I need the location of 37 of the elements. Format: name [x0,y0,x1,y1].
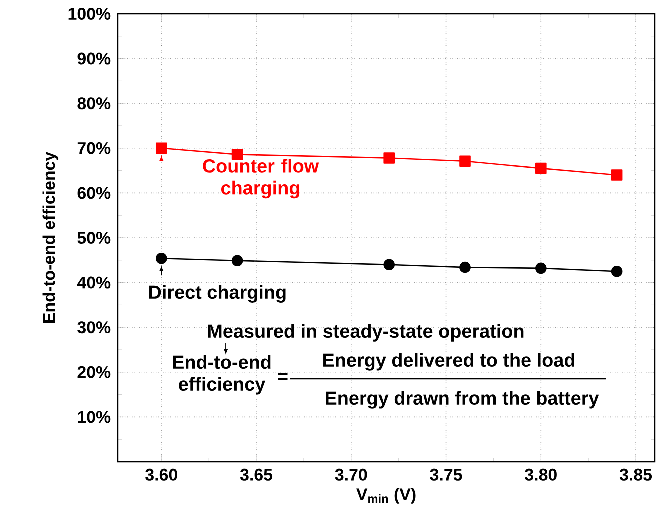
point [536,162,547,174]
annotation: Energy drawn from the battery [326,391,600,409]
annotation: End-to-end efficiency [173,355,271,395]
y-axis-title: End-to-end efficiency [42,152,59,323]
series-label: Direct charging [150,285,286,303]
point [611,266,623,278]
point [611,170,623,181]
point [156,252,168,264]
point [384,259,395,271]
annotation: = [278,373,288,380]
point [536,262,547,274]
x-axis-title: V$_{min}$ (V) [356,488,416,504]
y-tick-label: 40% [77,276,111,289]
y-tick-label: 10% [78,411,111,424]
y-tick-label: 50% [78,232,111,244]
point [384,152,395,164]
point [232,255,244,266]
point [460,262,471,274]
y-tick-label: 60% [78,187,111,200]
point [232,149,244,160]
x-tick-label: 3.85 [620,468,652,481]
y-tick-label: 20% [78,366,111,378]
y-tick-label: 80% [78,98,111,110]
annotation: Measured in steady-state operation [208,324,524,342]
x-tick-label: 3.75 [430,468,462,481]
point [460,156,471,168]
x-tick-label: 3.80 [525,468,557,481]
annotation: Energy delivered to the load [324,353,574,371]
y-tick-label: 30% [78,322,111,334]
x-tick-label: 3.60 [146,468,178,481]
y-tick-label: 100% [68,8,111,20]
x-tick-label: 3.70 [335,468,368,481]
x-tick-label: 3.65 [240,468,273,481]
point [156,142,168,154]
y-tick-label: 70% [78,142,111,154]
legend-label: Counter flow charging [203,158,320,199]
y-tick-label: 90% [78,52,111,65]
